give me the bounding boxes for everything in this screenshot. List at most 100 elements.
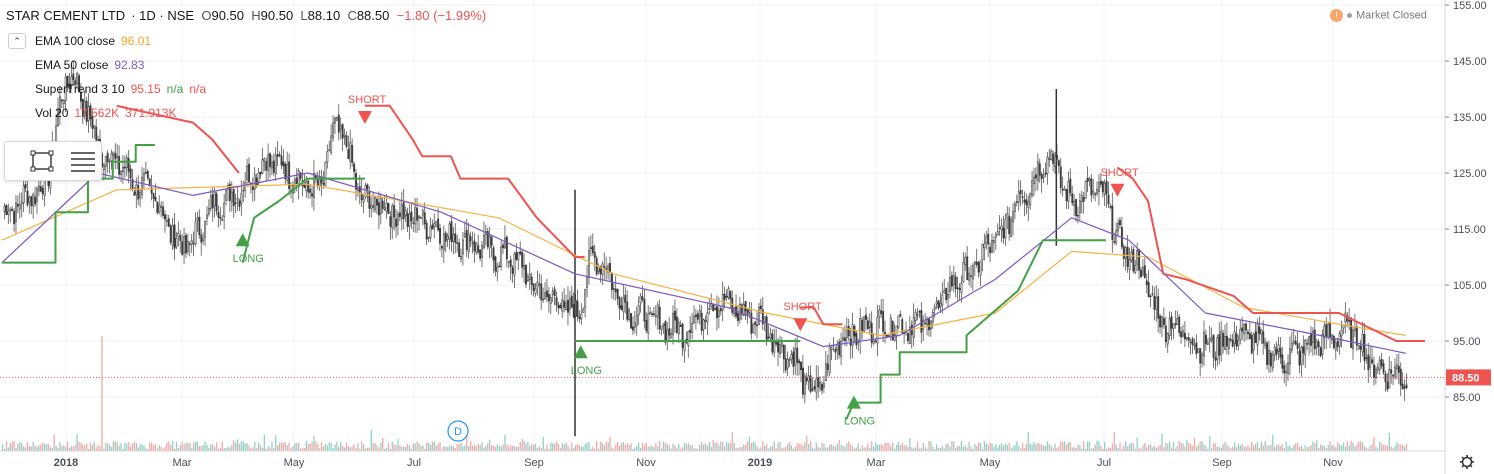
volume-bar bbox=[743, 444, 745, 451]
volume-bar bbox=[1319, 444, 1322, 451]
volume-bar bbox=[1195, 446, 1198, 451]
candle bbox=[977, 262, 980, 273]
volume-bar bbox=[269, 447, 271, 451]
volume-bar bbox=[374, 443, 376, 451]
volume-bar bbox=[223, 448, 225, 451]
candle bbox=[788, 359, 791, 361]
interval[interactable]: 1D bbox=[139, 8, 156, 23]
candle bbox=[400, 204, 403, 219]
candle bbox=[274, 154, 277, 174]
candle bbox=[700, 312, 703, 331]
candle bbox=[200, 234, 203, 243]
candle bbox=[719, 308, 722, 312]
volume-bar bbox=[1067, 442, 1070, 451]
indicator-value: n/a bbox=[189, 82, 207, 96]
volume-bar bbox=[592, 446, 594, 451]
candle bbox=[975, 261, 978, 265]
collapse-legend-button[interactable]: ⌃ bbox=[8, 33, 26, 49]
volume-bar bbox=[475, 446, 477, 451]
candle bbox=[116, 155, 119, 158]
candle bbox=[104, 155, 107, 167]
volume-bar bbox=[930, 441, 932, 451]
volume-bar bbox=[267, 446, 269, 451]
candle bbox=[771, 333, 774, 353]
volume-bar bbox=[611, 447, 613, 451]
candle bbox=[326, 151, 329, 163]
volume-bar bbox=[36, 447, 38, 451]
volume-bar bbox=[1358, 441, 1360, 451]
candle bbox=[1075, 199, 1078, 216]
short-signal: SHORT bbox=[1100, 167, 1139, 197]
volume-bar bbox=[643, 445, 646, 451]
object-tree-icon[interactable] bbox=[71, 152, 95, 172]
volume-bar bbox=[674, 445, 676, 451]
volume-bar bbox=[28, 446, 31, 451]
volume-bar bbox=[1212, 442, 1215, 451]
candle bbox=[605, 268, 608, 270]
candle bbox=[347, 149, 350, 160]
volume-bar bbox=[764, 445, 766, 451]
indicator-ema50[interactable]: EMA 50 close 92.83 bbox=[35, 58, 144, 72]
volume-bar bbox=[746, 441, 749, 451]
volume-bar bbox=[181, 441, 183, 451]
volume-bar bbox=[473, 444, 476, 451]
market-status[interactable]: ! Market Closed bbox=[1330, 9, 1427, 22]
volume-bar bbox=[756, 446, 758, 451]
candle bbox=[949, 277, 951, 292]
volume-bar bbox=[748, 436, 751, 451]
volume-bar bbox=[544, 448, 546, 451]
volume-bar bbox=[53, 434, 55, 451]
candle bbox=[341, 123, 344, 139]
candle bbox=[960, 283, 963, 294]
settings-gear-icon[interactable] bbox=[1460, 455, 1474, 469]
candle bbox=[1214, 357, 1217, 361]
candle bbox=[129, 168, 132, 179]
volume-bar bbox=[202, 444, 204, 451]
volume-bar bbox=[334, 444, 336, 451]
symbol-header: STAR CEMENT LTD · 1D · NSE O90.50 H90.50 … bbox=[6, 8, 486, 23]
candle bbox=[1012, 211, 1014, 223]
volume-bar bbox=[857, 443, 859, 451]
volume-bar bbox=[108, 444, 111, 451]
short-label: SHORT bbox=[348, 94, 387, 106]
candle bbox=[500, 246, 503, 268]
volume-bar bbox=[848, 441, 850, 451]
volume-bar bbox=[754, 442, 756, 451]
volume-bar bbox=[1289, 445, 1291, 451]
candle bbox=[374, 196, 377, 211]
volume-bar bbox=[284, 441, 286, 451]
volume-bar bbox=[471, 445, 474, 451]
volume-bar bbox=[785, 446, 787, 451]
volume-bar bbox=[1035, 444, 1037, 451]
indicator-supertrend[interactable]: SuperTrend 3 10 95.15 n/a n/a bbox=[35, 82, 206, 96]
volume-bar bbox=[166, 442, 168, 451]
volume-bar bbox=[225, 448, 227, 451]
candle bbox=[1010, 218, 1013, 237]
candle bbox=[1197, 348, 1200, 353]
candle bbox=[1245, 323, 1248, 331]
symbol-name[interactable]: STAR CEMENT LTD bbox=[6, 8, 126, 23]
volume-bar bbox=[905, 444, 907, 451]
volume-bar bbox=[1031, 444, 1033, 451]
candle bbox=[515, 251, 518, 260]
volume-bar bbox=[559, 448, 562, 451]
candle bbox=[1361, 333, 1364, 353]
volume-bar bbox=[647, 446, 649, 451]
candle bbox=[381, 200, 384, 209]
supertrend-down-line bbox=[116, 104, 240, 174]
market-status-label: Market Closed bbox=[1356, 9, 1427, 22]
long-arrow-icon bbox=[846, 395, 861, 409]
candle bbox=[265, 161, 268, 171]
candle bbox=[133, 191, 136, 196]
rectangle-select-icon[interactable] bbox=[30, 150, 54, 172]
volume-bar bbox=[1096, 440, 1098, 451]
volume-bar bbox=[1256, 442, 1259, 451]
candle bbox=[708, 308, 711, 310]
indicator-ema100[interactable]: EMA 100 close 96.01 bbox=[35, 34, 151, 48]
time-tick-label: May bbox=[284, 457, 305, 469]
volume-bar bbox=[697, 448, 699, 451]
volume-bar bbox=[427, 442, 430, 451]
volume-bar bbox=[935, 444, 938, 451]
indicator-volume[interactable]: Vol 20 17.562K 371.913K bbox=[35, 106, 176, 120]
